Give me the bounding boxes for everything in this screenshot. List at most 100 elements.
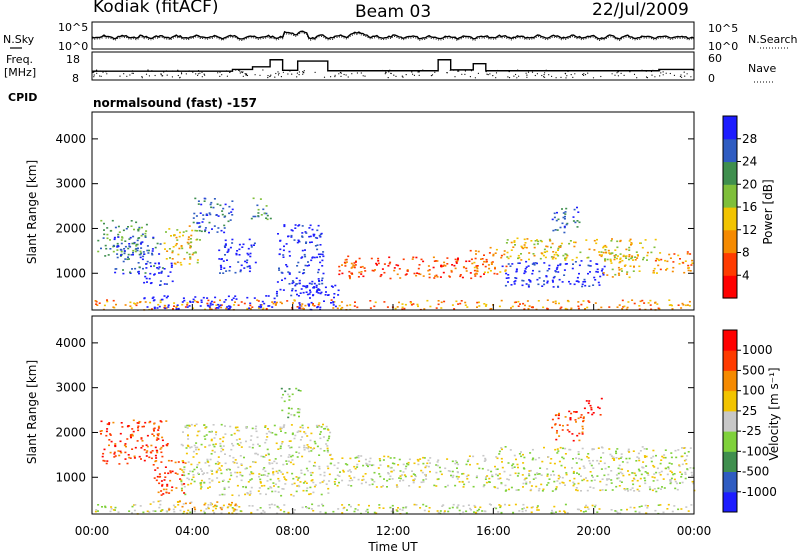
echo-cell bbox=[670, 452, 673, 454]
echo-cell bbox=[674, 449, 677, 452]
echo-cell bbox=[334, 478, 337, 480]
echo-cell bbox=[276, 506, 279, 508]
echo-cell bbox=[142, 511, 145, 514]
echo-cell bbox=[310, 301, 313, 304]
echo-cell bbox=[159, 280, 162, 282]
echo-cell bbox=[160, 451, 163, 454]
echo-cell bbox=[499, 506, 502, 509]
echo-cell bbox=[655, 454, 657, 457]
echo-cell bbox=[463, 483, 466, 486]
echo-cell bbox=[383, 271, 386, 274]
echo-cell bbox=[238, 494, 240, 497]
echo-cell bbox=[504, 503, 506, 506]
echo-cell bbox=[297, 295, 300, 297]
echo-cell bbox=[574, 221, 577, 224]
echo-cell bbox=[290, 446, 293, 449]
echo-cell bbox=[488, 503, 491, 505]
echo-cell bbox=[476, 265, 479, 267]
echo-cell bbox=[645, 455, 648, 458]
echo-cell bbox=[278, 480, 281, 482]
echo-cell bbox=[169, 271, 172, 273]
echo-cell bbox=[133, 228, 135, 231]
echo-cell bbox=[632, 259, 634, 261]
echo-cell bbox=[435, 485, 438, 487]
nave-dot bbox=[526, 74, 528, 76]
echo-cell bbox=[546, 250, 549, 253]
echo-cell bbox=[192, 217, 195, 219]
echo-cell bbox=[507, 277, 510, 279]
echo-cell bbox=[417, 460, 420, 462]
echo-cell bbox=[627, 470, 629, 472]
nave-dot bbox=[161, 75, 163, 77]
echo-cell bbox=[386, 306, 389, 308]
echo-cell bbox=[510, 249, 513, 251]
nave-dot bbox=[679, 75, 682, 78]
echo-cell bbox=[307, 261, 309, 263]
echo-cell bbox=[224, 453, 226, 455]
echo-cell bbox=[330, 302, 332, 304]
echo-cell bbox=[336, 307, 339, 310]
echo-cell bbox=[347, 484, 350, 486]
echo-cell bbox=[170, 460, 173, 462]
echo-cell bbox=[250, 511, 253, 514]
echo-cell bbox=[571, 267, 574, 270]
echo-cell bbox=[638, 511, 641, 514]
echo-cell bbox=[554, 257, 557, 260]
echo-cell bbox=[632, 477, 635, 480]
echo-cell bbox=[120, 422, 123, 424]
nave-dot bbox=[246, 73, 248, 75]
echo-cell bbox=[483, 273, 485, 275]
echo-cell bbox=[613, 258, 616, 261]
echo-cell bbox=[211, 473, 214, 475]
y-tick-label: 3000 bbox=[55, 177, 86, 191]
echo-cell bbox=[624, 489, 627, 491]
echo-cell bbox=[133, 457, 136, 459]
echo-cell bbox=[236, 443, 239, 445]
echo-cell bbox=[186, 241, 189, 244]
echo-cell bbox=[371, 483, 374, 486]
echo-cell bbox=[391, 478, 394, 480]
echo-cell bbox=[627, 448, 630, 451]
echo-cell bbox=[498, 504, 501, 506]
echo-cell bbox=[190, 463, 193, 466]
echo-cell bbox=[250, 472, 253, 475]
echo-cell bbox=[167, 459, 170, 462]
echo-cell bbox=[217, 303, 220, 306]
echo-cell bbox=[475, 476, 478, 479]
echo-cell bbox=[218, 305, 221, 308]
echo-cell bbox=[393, 267, 396, 269]
echo-cell bbox=[95, 300, 98, 303]
echo-cell bbox=[319, 433, 322, 435]
echo-cell bbox=[227, 480, 230, 483]
echo-cell bbox=[176, 501, 179, 503]
nave-dot bbox=[551, 75, 553, 77]
echo-cell bbox=[260, 455, 263, 458]
echo-cell bbox=[495, 456, 498, 458]
echo-cell bbox=[678, 263, 681, 265]
echo-cell bbox=[159, 448, 162, 450]
echo-cell bbox=[574, 241, 577, 244]
echo-cell bbox=[161, 439, 164, 442]
echo-cell bbox=[611, 489, 614, 491]
echo-cell bbox=[217, 469, 220, 471]
echo-cell bbox=[446, 257, 449, 259]
echo-cell bbox=[305, 241, 308, 243]
echo-cell bbox=[364, 270, 367, 272]
echo-cell bbox=[146, 260, 149, 263]
nave-dot bbox=[387, 77, 389, 79]
echo-cell bbox=[538, 487, 541, 490]
echo-cell bbox=[298, 304, 301, 306]
echo-cell bbox=[176, 305, 179, 307]
echo-cell bbox=[576, 280, 579, 282]
echo-cell bbox=[313, 233, 316, 236]
echo-cell bbox=[562, 254, 565, 257]
echo-cell bbox=[118, 463, 121, 465]
echo-cell bbox=[237, 466, 240, 469]
echo-cell bbox=[617, 266, 620, 269]
echo-cell bbox=[624, 264, 627, 266]
nave-dot bbox=[574, 73, 576, 75]
echo-cell bbox=[408, 485, 411, 487]
echo-cell bbox=[515, 301, 518, 303]
echo-cell bbox=[517, 305, 520, 307]
echo-cell bbox=[402, 479, 405, 482]
